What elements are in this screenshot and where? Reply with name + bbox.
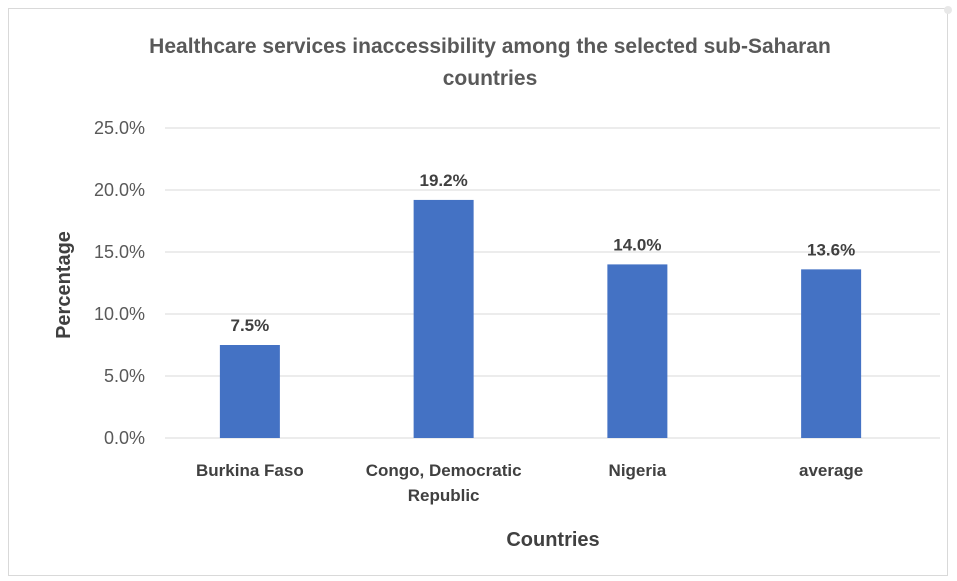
bar[interactable]: [413, 199, 474, 438]
data-label: 7.5%: [231, 316, 270, 335]
bar[interactable]: [219, 345, 280, 438]
data-label: 14.0%: [613, 235, 661, 254]
y-tick-label: 20.0%: [94, 180, 145, 200]
y-tick-label: 0.0%: [104, 428, 145, 448]
data-label: 13.6%: [807, 240, 855, 259]
bar[interactable]: [801, 269, 862, 438]
x-axis-categories: Burkina Faso Congo, Democratic Republic Nig…: [196, 461, 863, 505]
bar[interactable]: [607, 264, 668, 438]
chart-title-line-1: Healthcare services inaccessibility amon…: [149, 35, 831, 58]
y-tick-label: 15.0%: [94, 242, 145, 262]
y-tick-label: 5.0%: [104, 366, 145, 386]
data-label: 19.2%: [420, 171, 468, 190]
category-label: Nigeria: [609, 461, 667, 480]
y-axis-ticks: 0.0% 5.0% 10.0% 15.0% 20.0% 25.0%: [94, 118, 145, 448]
category-label: Burkina Faso: [196, 461, 304, 480]
chart-title-line-2: countries: [443, 67, 538, 90]
chart-title: Healthcare services inaccessibility amon…: [149, 35, 831, 90]
resize-handle[interactable]: [944, 6, 952, 14]
x-axis-title: Countries: [506, 529, 599, 551]
bars: [219, 199, 862, 438]
y-tick-label: 25.0%: [94, 118, 145, 138]
y-tick-label: 10.0%: [94, 304, 145, 324]
category-label: average: [799, 461, 863, 480]
data-labels: 7.5% 19.2% 14.0% 13.6%: [231, 171, 856, 335]
y-axis-title: Percentage: [53, 231, 75, 339]
chart-frame: [8, 8, 948, 576]
category-label: Republic: [408, 486, 480, 505]
category-label: Congo, Democratic: [366, 461, 522, 480]
